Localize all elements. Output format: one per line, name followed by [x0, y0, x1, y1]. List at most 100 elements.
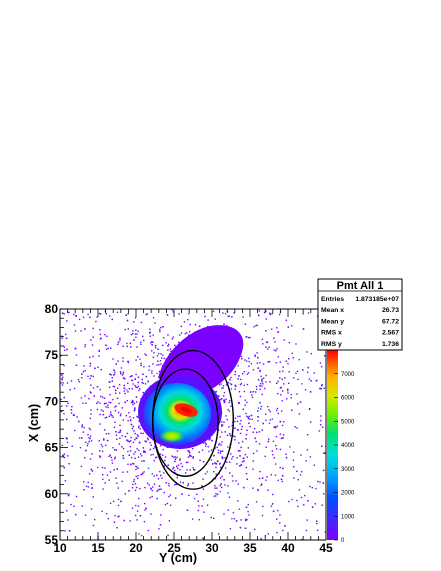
scatter-point — [189, 323, 191, 326]
scatter-point — [166, 314, 169, 316]
scatter-point — [126, 319, 129, 322]
scatter-point — [129, 445, 131, 448]
scatter-point — [85, 485, 88, 487]
scatter-point — [256, 388, 258, 390]
scatter-point — [73, 414, 75, 416]
scatter-point — [135, 336, 137, 338]
scatter-point — [176, 456, 178, 459]
scatter-point — [210, 516, 212, 519]
scatter-point — [237, 483, 239, 485]
scatter-point — [265, 346, 267, 348]
scatter-point — [134, 378, 137, 380]
scatter-point — [255, 391, 257, 393]
scatter-point — [122, 345, 124, 347]
scatter-point — [94, 518, 96, 521]
scatter-point — [81, 425, 83, 428]
scatter-point — [168, 343, 170, 345]
scatter-point — [287, 389, 289, 392]
scatter-point — [105, 402, 107, 404]
scatter-point — [127, 420, 129, 422]
scatter-point — [133, 430, 135, 432]
scatter-point — [71, 406, 73, 408]
scatter-point — [90, 413, 92, 415]
scatter-point — [224, 313, 227, 315]
scatter-point — [118, 443, 121, 445]
scatter-point — [133, 300, 134, 301]
scatter-point — [134, 384, 136, 387]
scatter-point — [83, 426, 85, 429]
scatter-point — [144, 509, 146, 511]
scatter-point — [142, 432, 144, 435]
scatter-point — [204, 445, 207, 447]
scatter-point — [96, 316, 98, 318]
scatter-point — [246, 456, 248, 458]
scatter-point — [122, 419, 124, 421]
scatter-point — [186, 509, 189, 511]
z-tick-label: 2000 — [341, 491, 355, 497]
scatter-point — [120, 372, 122, 375]
scatter-point — [204, 442, 206, 444]
scatter-point — [105, 313, 108, 315]
scatter-point — [218, 444, 220, 446]
scatter-point — [264, 535, 267, 537]
scatter-point — [279, 448, 282, 451]
scatter-point — [111, 459, 113, 461]
scatter-point — [65, 333, 67, 336]
scatter-point — [121, 374, 124, 376]
y-axis-title: X (cm) — [27, 404, 41, 442]
scatter-point — [309, 485, 311, 488]
scatter-point — [135, 329, 137, 331]
scatter-point — [305, 529, 308, 532]
scatter-point — [298, 359, 300, 361]
scatter-point — [222, 387, 224, 389]
scatter-point — [129, 375, 131, 378]
x-tick-label: 35 — [243, 541, 257, 555]
scatter-point — [223, 401, 226, 403]
scatter-point — [245, 360, 248, 362]
scatter-point — [221, 457, 224, 460]
scatter-point — [247, 372, 250, 374]
x-tick-label: 30 — [205, 541, 219, 555]
scatter-point — [140, 534, 143, 537]
scatter-point — [116, 527, 118, 529]
scatter-point — [188, 452, 191, 454]
scatter-point — [61, 312, 64, 314]
scatter-point — [221, 475, 223, 478]
scatter-point — [265, 446, 267, 448]
scatter-point — [138, 420, 140, 422]
scatter-point — [198, 505, 200, 507]
scatter-point — [261, 381, 263, 383]
scatter-point — [157, 360, 159, 362]
scatter-point — [135, 437, 137, 439]
scatter-point — [89, 316, 91, 318]
scatter-point — [281, 424, 284, 427]
scatter-point — [81, 307, 82, 308]
scatter-point — [277, 356, 279, 358]
scatter-point — [214, 447, 216, 449]
scatter-point — [102, 488, 104, 490]
scatter-point — [273, 426, 275, 428]
scatter-point — [167, 534, 169, 537]
scatter-point — [101, 450, 104, 452]
scatter-point — [228, 496, 231, 498]
scatter-point — [78, 437, 81, 439]
scatter-point — [67, 519, 69, 521]
core-blob — [143, 383, 211, 445]
scatter-point — [352, 392, 353, 393]
scatter-point — [262, 343, 264, 345]
scatter-point — [117, 387, 119, 389]
scatter-point — [121, 435, 123, 437]
scatter-point — [81, 424, 83, 426]
scatter-point — [188, 313, 190, 315]
scatter-point — [252, 431, 254, 433]
scatter-point — [197, 500, 199, 502]
scatter-point — [68, 530, 71, 532]
scatter-point — [160, 514, 162, 516]
scatter-point — [140, 362, 142, 365]
scatter-point — [265, 330, 267, 332]
scatter-point — [223, 421, 225, 423]
scatter-point — [301, 383, 303, 385]
scatter-point — [239, 423, 241, 425]
scatter-point — [227, 408, 229, 411]
scatter-point — [128, 441, 131, 443]
